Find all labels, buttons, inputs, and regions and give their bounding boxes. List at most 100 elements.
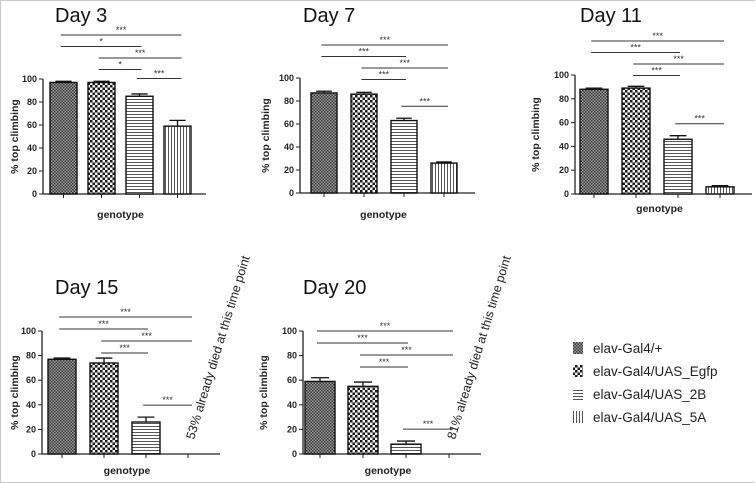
x-axis-label: genotype (636, 203, 683, 215)
y-tick-label: 100 (554, 70, 569, 80)
legend-swatch-vertical-lines (573, 411, 583, 423)
chart-title: Day 20 (303, 277, 366, 299)
legend-label: elav-Gal4/+ (593, 341, 663, 356)
y-tick-label: 80 (287, 351, 297, 361)
significance-label: *** (630, 43, 641, 53)
bar-elav-gal4-uas-2b (131, 421, 161, 455)
y-tick-label: 60 (26, 375, 36, 385)
y-axis-label: % top climbing (9, 99, 21, 174)
bar-elav-gal4- (310, 92, 338, 194)
bar-elav-gal4-uas-egfp (350, 93, 378, 194)
x-axis-label: genotype (104, 465, 151, 477)
y-tick-label: 0 (289, 188, 294, 198)
significance-label: *** (162, 395, 173, 405)
legend-swatch-coarse-check (573, 365, 583, 377)
mortality-note: 81% already died at this time point (444, 254, 513, 441)
chart-panel-day-3: Day 3 0 20 40 60 80 100 % top climbing genotype *… (9, 5, 206, 221)
y-tick-label: 0 (31, 449, 36, 459)
significance-label: *** (135, 48, 146, 58)
y-tick-label: 80 (284, 96, 294, 106)
bar-elav-gal4-uas-2b (125, 95, 154, 195)
significance-label: *** (141, 331, 152, 341)
legend-item: elav-Gal4/UAS_Egfp (573, 364, 718, 379)
y-tick-label: 80 (26, 351, 36, 361)
significance-label: *** (423, 419, 434, 429)
significance-label: *** (379, 35, 390, 45)
bar-elav-gal4-uas-2b (390, 443, 422, 455)
y-tick-label: 60 (559, 118, 569, 128)
y-tick-label: 20 (27, 166, 37, 176)
bar-elav-gal4-uas-egfp (621, 87, 651, 195)
significance-label: *** (651, 66, 662, 76)
y-tick-label: 20 (287, 424, 297, 434)
y-tick-label: 100 (21, 326, 36, 336)
bar-elav-gal4-uas-2b (390, 119, 418, 194)
chart-title: Day 7 (303, 5, 355, 27)
significance-label: * (99, 37, 103, 47)
y-tick-label: 100 (282, 326, 297, 336)
x-axis-label: genotype (360, 209, 407, 221)
legend-label: elav-Gal4/UAS_2B (593, 387, 706, 402)
legend: elav-Gal4/+ elav-Gal4/UAS_Egfp elav-Gal4/U… (573, 341, 718, 425)
significance-label: *** (419, 96, 430, 106)
y-tick-label: 0 (564, 189, 569, 199)
legend-item: elav-Gal4/UAS_2B (573, 387, 706, 402)
bar-elav-gal4-uas-5a (705, 186, 735, 195)
significance-label: *** (358, 47, 369, 57)
y-tick-label: 40 (559, 141, 569, 151)
bar-elav-gal4-uas-egfp (87, 81, 116, 195)
y-tick-label: 60 (284, 119, 294, 129)
y-tick-label: 60 (287, 375, 297, 385)
significance-label: *** (694, 114, 705, 124)
significance-label: *** (380, 321, 391, 331)
y-tick-label: 80 (27, 97, 37, 107)
y-axis-label: % top climbing (258, 355, 270, 430)
chart-title: Day 15 (55, 277, 118, 299)
significance-label: *** (120, 307, 131, 317)
y-tick-label: 80 (559, 94, 569, 104)
significance-label: *** (379, 357, 390, 367)
bar-elav-gal4-uas-5a (430, 162, 458, 194)
y-tick-label: 20 (559, 165, 569, 175)
y-tick-label: 40 (284, 142, 294, 152)
chart-title: Day 11 (580, 5, 642, 27)
y-tick-label: 0 (32, 189, 37, 199)
legend-label: elav-Gal4/UAS_Egfp (593, 364, 718, 379)
bar-elav-gal4-uas-egfp (347, 385, 379, 455)
significance-label: *** (116, 25, 127, 35)
bar-elav-gal4- (579, 88, 609, 195)
y-tick-label: 100 (279, 73, 294, 83)
chart-panel-day-15: Day 15 0 20 40 60 80 100 % top climbing genotype… (9, 254, 253, 477)
y-axis-label: % top climbing (530, 97, 542, 172)
y-tick-label: 0 (292, 449, 297, 459)
y-tick-label: 40 (287, 400, 297, 410)
bar-elav-gal4-uas-5a (163, 125, 192, 195)
significance-label: *** (357, 333, 368, 343)
significance-label: *** (652, 31, 663, 41)
y-tick-label: 100 (22, 74, 37, 84)
x-axis-label: genotype (365, 465, 412, 477)
legend-item: elav-Gal4/+ (573, 341, 663, 356)
significance-label: *** (119, 343, 130, 353)
chart-panel-day-11: Day 11 0 20 40 60 80 100 % top climbing genotype… (530, 5, 752, 215)
significance-label: *** (673, 54, 684, 64)
legend-label: elav-Gal4/UAS_5A (593, 410, 706, 425)
bar-elav-gal4-uas-egfp (89, 362, 119, 455)
legend-item: elav-Gal4/UAS_5A (573, 410, 706, 425)
y-tick-label: 60 (27, 120, 37, 130)
significance-label: *** (378, 70, 389, 80)
significance-label: *** (154, 69, 165, 79)
significance-label: * (118, 60, 122, 70)
significance-label: *** (401, 345, 412, 355)
chart-title: Day 3 (55, 5, 107, 27)
chart-panel-day-7: Day 7 0 20 40 60 80 100 % top climbing genotype *… (260, 5, 475, 221)
mortality-note: 53% already died at this time point (183, 254, 252, 441)
legend-swatch-horizontal-lines (573, 388, 583, 400)
y-axis-label: % top climbing (260, 98, 272, 173)
y-tick-label: 40 (26, 400, 36, 410)
y-tick-label: 40 (27, 143, 37, 153)
y-axis-label: % top climbing (9, 355, 21, 430)
significance-label: *** (399, 58, 410, 68)
bar-elav-gal4- (49, 81, 78, 195)
